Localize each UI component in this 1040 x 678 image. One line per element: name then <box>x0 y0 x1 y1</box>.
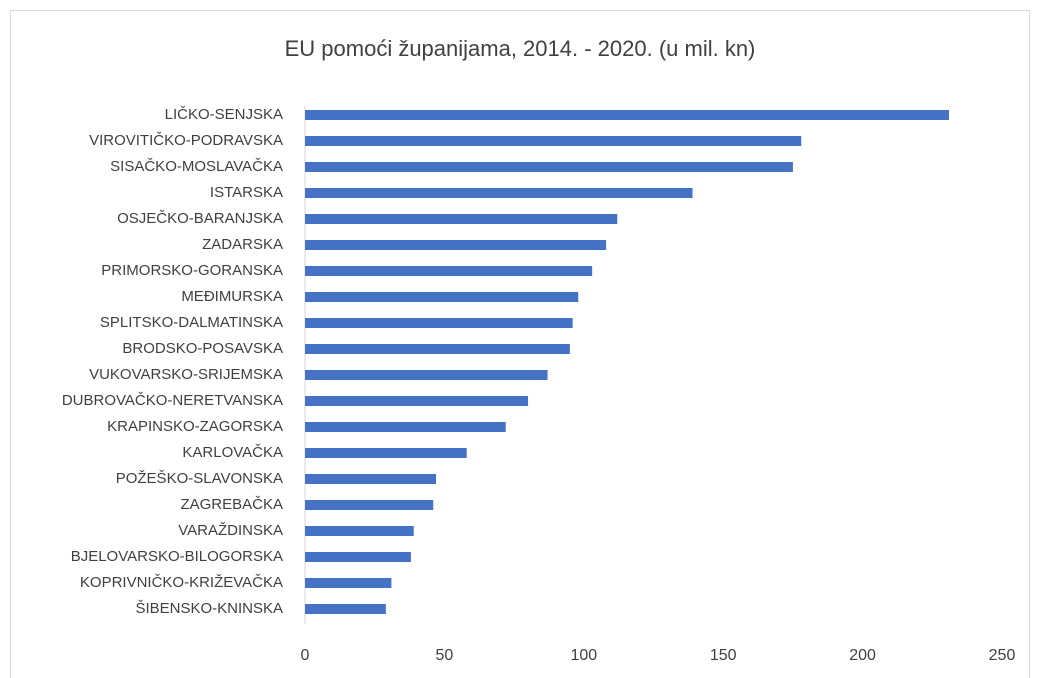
y-tick-label: OSJEČKO-BARANJSKA <box>117 210 283 227</box>
bar <box>305 188 693 198</box>
bar <box>305 422 506 432</box>
y-tick-label: KARLOVAČKA <box>182 444 283 461</box>
y-tick-label: ZADARSKA <box>202 236 283 253</box>
y-tick-label: ŠIBENSKO-KNINSKA <box>135 600 283 617</box>
bar <box>305 344 570 354</box>
bar <box>305 448 467 458</box>
bar <box>305 110 950 120</box>
y-tick-label: PRIMORSKO-GORANSKA <box>101 262 283 279</box>
bar <box>305 526 414 536</box>
bar <box>305 292 579 302</box>
y-tick-label: SPLITSKO-DALMATINSKA <box>100 314 283 331</box>
y-tick-label: VIROVITIČKO-PODRAVSKA <box>89 132 283 149</box>
y-tick-label: BJELOVARSKO-BILOGORSKA <box>71 548 283 565</box>
bar <box>305 578 392 588</box>
y-tick-label: BRODSKO-POSAVSKA <box>122 340 283 357</box>
y-tick-label: ISTARSKA <box>210 184 283 201</box>
bar <box>305 396 529 406</box>
bar <box>305 370 548 380</box>
y-tick-label: VUKOVARSKO-SRIJEMSKA <box>89 366 283 383</box>
x-tick-label: 100 <box>570 647 597 664</box>
bar <box>305 474 437 484</box>
x-tick-label: 50 <box>436 647 454 664</box>
x-tick-label: 0 <box>301 647 310 664</box>
bar <box>305 500 434 510</box>
y-tick-label: VARAŽDINSKA <box>178 522 283 539</box>
chart-title: EU pomoći županijama, 2014. - 2020. (u m… <box>285 36 756 61</box>
bar <box>305 318 573 328</box>
y-tick-label: LIČKO-SENJSKA <box>165 106 283 123</box>
bar <box>305 604 386 614</box>
bar <box>305 552 411 562</box>
bar <box>305 266 593 276</box>
y-tick-label: KOPRIVNIČKO-KRIŽEVAČKA <box>80 574 283 591</box>
bar <box>305 136 802 146</box>
bar <box>305 240 607 250</box>
x-tick-label: 150 <box>710 647 737 664</box>
y-tick-label: DUBROVAČKO-NERETVANSKA <box>62 392 283 409</box>
y-tick-label: MEĐIMURSKA <box>181 288 283 305</box>
bar <box>305 214 618 224</box>
x-tick-label: 250 <box>989 647 1016 664</box>
x-tick-label: 200 <box>849 647 876 664</box>
y-tick-label: POŽEŠKO-SLAVONSKA <box>116 470 283 487</box>
y-tick-label: ZAGREBAČKA <box>180 496 283 513</box>
y-tick-label: SISAČKO-MOSLAVAČKA <box>110 158 283 175</box>
bar <box>305 162 793 172</box>
y-tick-label: KRAPINSKO-ZAGORSKA <box>107 418 283 435</box>
